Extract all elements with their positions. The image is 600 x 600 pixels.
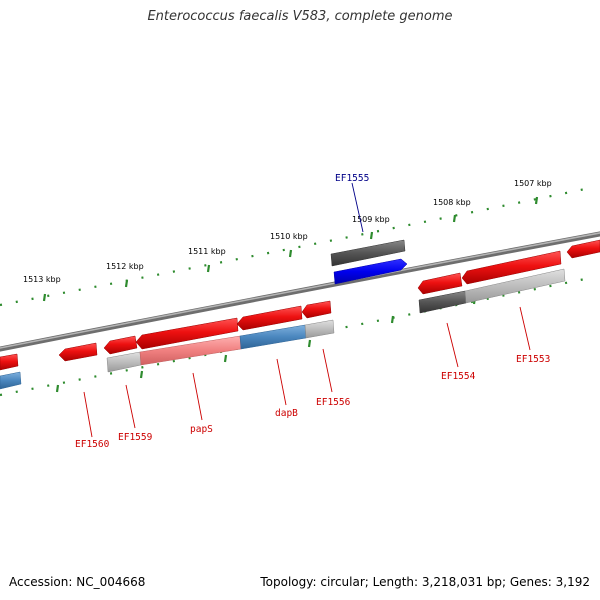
gene-label-ef1554[interactable]: EF1554	[441, 371, 476, 382]
gene-label-ef1555[interactable]: EF1555	[335, 173, 369, 184]
gene-ef1554-dark[interactable]	[418, 290, 467, 314]
gene-ef1556-red[interactable]	[301, 300, 332, 319]
gene-label-dapb[interactable]: dapB	[275, 408, 298, 419]
genome-title: Enterococcus faecalis V583, complete gen…	[147, 9, 453, 24]
gene-label-ef1553[interactable]: EF1553	[516, 354, 550, 365]
gene-ef1560-red[interactable]	[58, 342, 98, 362]
gene-left-edge-red[interactable]	[0, 353, 19, 371]
leader-lines	[83, 182, 531, 438]
genes-outer-row	[330, 239, 600, 285]
tick-labels: 1507 kbp 1508 kbp 1509 kbp 1510 kbp 1511…	[23, 179, 552, 284]
tick-label: 1511 kbp	[188, 247, 226, 256]
gene-dapb-red[interactable]	[236, 305, 303, 331]
genome-backbone	[0, 231, 600, 352]
tick-label: 1512 kbp	[106, 262, 144, 271]
gene-label-paps[interactable]: papS	[190, 424, 213, 435]
gene-paps-red[interactable]	[135, 317, 239, 350]
gene-ef1553-light[interactable]	[464, 268, 566, 304]
gene-right-edge[interactable]	[566, 239, 600, 259]
genes-right-group	[417, 250, 566, 314]
genome-summary: Topology: circular; Length: 3,218,031 bp…	[260, 575, 590, 589]
gene-ef1553-red[interactable]	[461, 250, 562, 285]
gene-left-edge-steel[interactable]	[0, 371, 22, 390]
tick-label: 1508 kbp	[433, 198, 471, 207]
gene-ef1555-dark[interactable]	[330, 239, 406, 267]
tick-label: 1513 kbp	[23, 275, 61, 284]
gene-label-ef1559[interactable]: EF1559	[118, 432, 153, 443]
tick-label: 1507 kbp	[514, 179, 552, 188]
tick-label: 1509 kbp	[352, 215, 390, 224]
gene-ef1559-light[interactable]	[106, 351, 142, 373]
genes-left-group	[0, 300, 335, 390]
gene-ef1554-red[interactable]	[417, 272, 463, 295]
gene-label-ef1560[interactable]: EF1560	[75, 439, 110, 450]
gene-labels: EF1555 EF1553 EF1554 EF1556 dapB papS EF…	[75, 173, 550, 450]
genome-backbone-highlight	[0, 232, 600, 349]
gene-ef1555-blue[interactable]	[333, 258, 408, 285]
outer-major-ticks	[42, 196, 539, 302]
gene-label-ef1556[interactable]: EF1556	[316, 397, 351, 408]
accession-label: Accession: NC_004668	[9, 575, 146, 589]
gene-ef1556-light[interactable]	[304, 319, 335, 339]
gene-ef1559-red[interactable]	[103, 335, 138, 355]
tick-label: 1510 kbp	[270, 232, 308, 241]
